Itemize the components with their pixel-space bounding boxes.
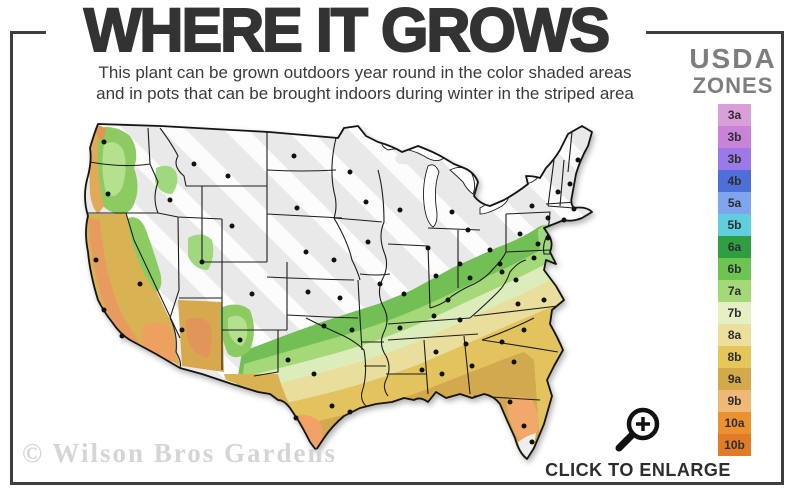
zone-swatch-7a: 7a: [718, 280, 751, 302]
zone-swatch-8a: 8a: [718, 324, 751, 346]
subtitle: This plant can be grown outdoors year ro…: [40, 62, 690, 104]
usda-zones-legend-title: USDA ZONES: [672, 44, 794, 98]
zone-swatch-3b: 3b: [718, 126, 751, 148]
click-to-enlarge-label[interactable]: CLICK TO ENLARGE: [545, 460, 731, 480]
zone-swatch-6b: 6b: [718, 258, 751, 280]
legend-title-usda: USDA: [689, 43, 777, 74]
zone-swatch-6a: 6a: [718, 236, 751, 258]
legend-title-zones: ZONES: [692, 73, 774, 98]
page-title: WHERE IT GROWS: [83, 0, 611, 64]
city-dots: [93, 139, 581, 445]
zone-swatch-9b: 9b: [718, 390, 751, 412]
subtitle-line-1: This plant can be grown outdoors year ro…: [98, 63, 632, 82]
zone-swatch-10a: 10a: [718, 412, 751, 434]
zone-swatch-column: 3a 3b 3b 4b 5a 5b 6a 6b 7a 7b 8a 8b 9a 9…: [718, 104, 751, 456]
zone-swatch-7b: 7b: [718, 302, 751, 324]
map-fill-layers: [85, 124, 592, 459]
usda-zones-map[interactable]: [82, 112, 607, 464]
watermark: © Wilson Bros Gardens: [22, 438, 337, 468]
zone-swatch-8b: 8b: [718, 346, 751, 368]
zone-swatch-9a: 9a: [718, 368, 751, 390]
zone-swatch-5b: 5b: [718, 214, 751, 236]
subtitle-line-2: and in pots that can be brought indoors …: [96, 84, 634, 103]
zone-swatch-5a: 5a: [718, 192, 751, 214]
zone-swatch-3a: 3a: [718, 104, 751, 126]
title-block: WHERE IT GROWS: [46, 0, 646, 62]
zone-swatch-4b: 4b: [718, 170, 751, 192]
state-borders: [85, 127, 577, 407]
zone-swatch-3b-2: 3b: [718, 148, 751, 170]
click-to-enlarge[interactable]: CLICK TO ENLARGE: [538, 404, 738, 481]
magnifier-zoom-icon[interactable]: [610, 404, 666, 458]
zone-swatch-10b: 10b: [718, 434, 751, 456]
